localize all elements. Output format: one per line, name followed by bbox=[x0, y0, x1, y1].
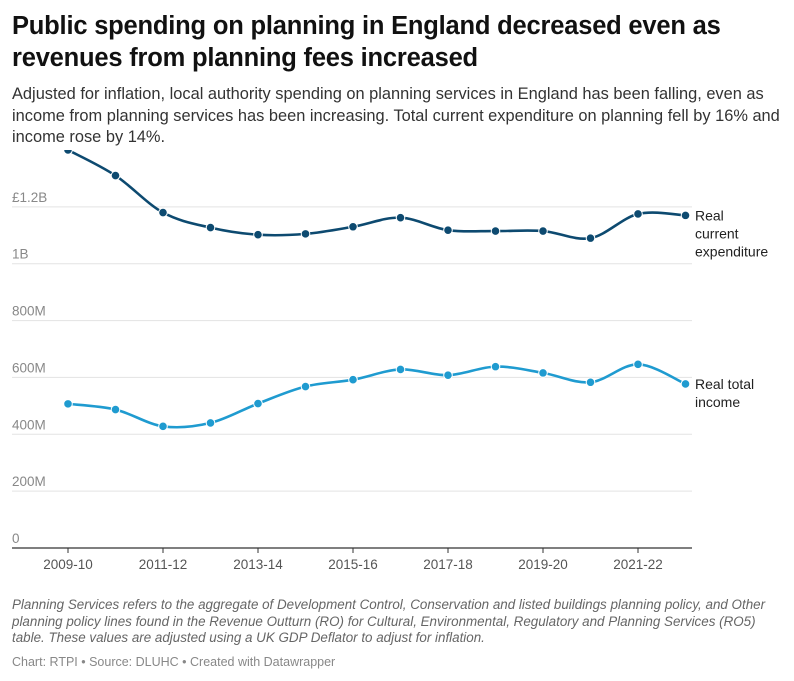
x-axis: 2009-10 2011-12 2013-14 2015-16 2017-18 2019-… bbox=[43, 548, 663, 572]
data-point bbox=[110, 170, 121, 181]
x-tick-label: 2015-16 bbox=[328, 557, 378, 572]
chart-credit: Chart: RTPI • Source: DLUHC • Created wi… bbox=[12, 655, 336, 669]
x-tick-label: 2019-20 bbox=[518, 557, 568, 572]
chart-title: Public spending on planning in England d… bbox=[12, 12, 721, 72]
data-point bbox=[538, 368, 548, 378]
x-tick-label: 2011-12 bbox=[139, 557, 188, 572]
data-point bbox=[205, 222, 216, 233]
series-points bbox=[63, 150, 691, 432]
data-point bbox=[443, 370, 453, 380]
data-point bbox=[300, 381, 311, 392]
data-point bbox=[348, 221, 358, 232]
y-tick-label: 400M bbox=[12, 417, 46, 432]
data-point bbox=[395, 364, 406, 375]
data-point bbox=[680, 210, 691, 221]
series-label: current bbox=[695, 225, 739, 241]
chart-notes: Planning Services refers to the aggregat… bbox=[12, 597, 766, 645]
y-tick-label: 200M bbox=[12, 474, 46, 489]
series-label: expenditure bbox=[695, 243, 768, 259]
data-point bbox=[253, 398, 263, 409]
x-tick-label: 2017-18 bbox=[423, 557, 473, 572]
data-point bbox=[253, 229, 263, 240]
data-point bbox=[538, 226, 548, 236]
series-labels: Real current expenditure Real total income bbox=[695, 207, 768, 410]
data-point bbox=[110, 404, 121, 415]
y-tick-label: 1B bbox=[12, 247, 29, 262]
y-axis: 0 200M 400M 600M 800M 1B £1.2B bbox=[12, 190, 47, 546]
data-point bbox=[633, 359, 643, 370]
data-point bbox=[158, 421, 168, 432]
data-point bbox=[205, 418, 216, 428]
data-point bbox=[490, 361, 501, 372]
y-tick-label: 800M bbox=[12, 304, 46, 319]
data-point bbox=[158, 207, 168, 218]
data-point bbox=[585, 233, 596, 243]
series-label: Real total bbox=[695, 376, 754, 392]
data-point bbox=[63, 399, 73, 409]
x-tick-label: 2021-22 bbox=[613, 557, 663, 572]
gridlines bbox=[12, 206, 692, 549]
series-label: Real bbox=[695, 207, 724, 223]
data-point bbox=[680, 379, 691, 389]
x-tick-label: 2013-14 bbox=[233, 557, 283, 572]
x-tick-label: 2009-10 bbox=[43, 557, 93, 572]
series-line bbox=[66, 363, 687, 429]
y-tick-label: 0 bbox=[12, 531, 20, 546]
series-label: income bbox=[695, 394, 740, 410]
y-tick-label: 600M bbox=[12, 360, 46, 375]
data-point bbox=[348, 374, 358, 385]
data-point bbox=[490, 226, 501, 236]
series-line bbox=[66, 150, 687, 240]
data-point bbox=[300, 229, 311, 239]
data-point bbox=[633, 209, 643, 219]
data-point bbox=[443, 225, 453, 235]
chart-subtitle: Adjusted for inflation, local authority … bbox=[12, 85, 780, 146]
y-tick-label: £1.2B bbox=[12, 190, 47, 205]
data-point bbox=[585, 377, 596, 388]
data-point bbox=[63, 150, 73, 155]
data-point bbox=[395, 212, 406, 223]
